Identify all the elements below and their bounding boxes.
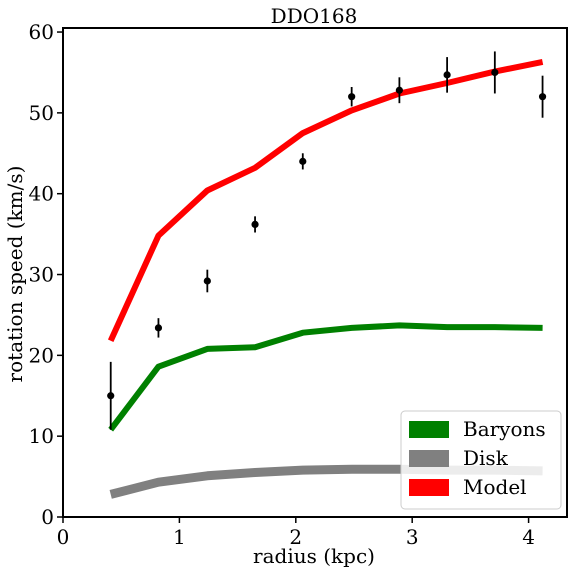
x-axis-label: radius (kpc) xyxy=(253,544,375,568)
y-tick-label: 60 xyxy=(29,20,54,44)
data-point xyxy=(538,93,547,101)
legend-swatch-baryons xyxy=(409,421,449,438)
y-tick-label: 30 xyxy=(29,263,54,287)
data-point xyxy=(107,392,115,400)
x-tick-label: 2 xyxy=(289,525,302,549)
data-point xyxy=(299,157,307,165)
legend-label-baryons: Baryons xyxy=(463,417,546,441)
series-line-baryons xyxy=(108,322,543,432)
legend-label-model: Model xyxy=(463,475,527,499)
y-axis-label: rotation speed (km/s) xyxy=(3,166,27,383)
chart-title: DDO168 xyxy=(271,4,358,28)
data-point xyxy=(203,277,211,285)
axes-frame xyxy=(62,27,568,518)
y-tick-label: 40 xyxy=(29,182,54,206)
series-line-model xyxy=(107,58,544,343)
y-tick-label: 0 xyxy=(41,505,54,529)
legend-swatch-model xyxy=(409,479,449,496)
data-point xyxy=(251,220,259,229)
y-tick-label: 20 xyxy=(29,343,54,367)
x-tick-label: 0 xyxy=(57,525,70,549)
y-tick-label: 10 xyxy=(29,424,54,448)
legend-label-disk: Disk xyxy=(463,446,509,470)
legend-swatch-disk xyxy=(409,450,449,467)
y-tick-label: 50 xyxy=(29,101,54,125)
data-point xyxy=(348,93,356,101)
data-point xyxy=(154,324,163,332)
data-point xyxy=(443,71,451,79)
x-tick-label: 4 xyxy=(522,525,535,549)
x-tick-label: 1 xyxy=(173,525,186,549)
legend: Baryons Disk Model xyxy=(400,410,562,510)
x-tick-label: 3 xyxy=(406,525,419,549)
data-point xyxy=(395,86,403,94)
data-point xyxy=(491,68,499,77)
